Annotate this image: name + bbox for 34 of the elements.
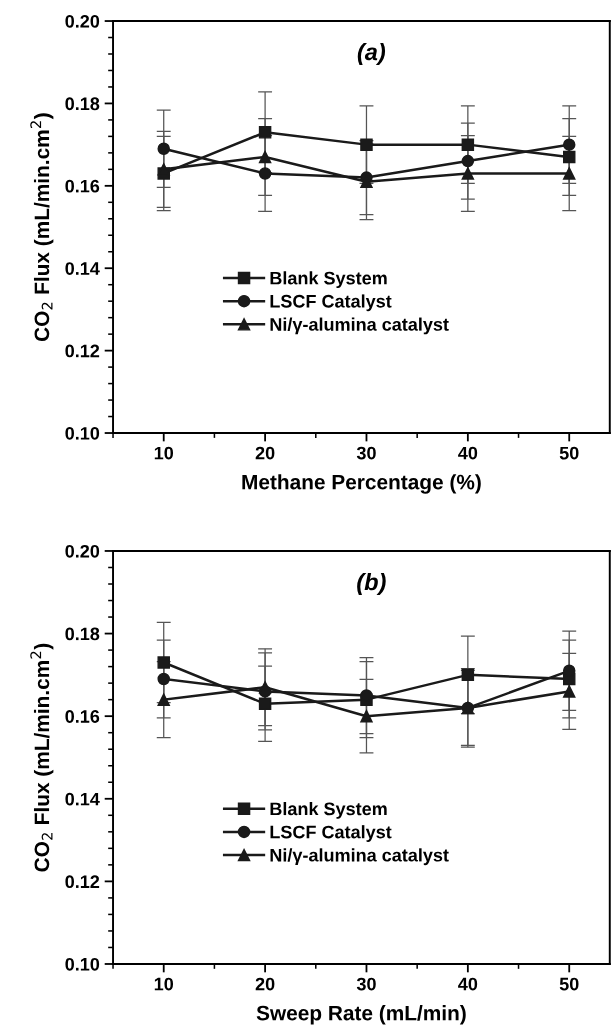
text: (b) xyxy=(357,573,386,596)
y-tick-label: 0.12 xyxy=(65,344,100,358)
x-tick-label: 50 xyxy=(559,977,579,991)
y-tick-label: 0.20 xyxy=(65,14,100,28)
x-tick-label: 20 xyxy=(255,446,275,460)
y-tick-label: 0.10 xyxy=(65,957,100,971)
y-tick-label: 0.20 xyxy=(65,544,100,558)
x-tick-label: 50 xyxy=(559,446,579,460)
x-tick-label: 30 xyxy=(356,977,376,991)
legend-label: Ni/γ-alumina catalyst xyxy=(270,317,449,335)
x-tick-label: 20 xyxy=(255,977,275,991)
legend-label: Blank System xyxy=(270,271,387,289)
legend-label: Blank System xyxy=(270,802,387,819)
legend-label: Ni/γ-alumina catalyst xyxy=(270,848,449,866)
y-tick-label: 0.18 xyxy=(65,627,100,641)
x-tick-label: 40 xyxy=(458,977,478,991)
y-axis-title: CO$_{2}$ Flux (mL/min.cm$^{2}$) xyxy=(30,643,54,872)
x-tick-label: 40 xyxy=(458,446,478,460)
y-tick-label: 0.16 xyxy=(65,710,100,723)
x-axis-title: Sweep Rate (mL/min) xyxy=(256,1005,466,1025)
x-tick-label: 10 xyxy=(154,977,174,991)
x-tick-label: 30 xyxy=(356,446,376,460)
x-axis-title: Methane Percentage (%) xyxy=(242,474,481,494)
y-tick-label: 0.18 xyxy=(65,97,100,111)
y-tick-label: 0.14 xyxy=(65,262,100,275)
text: (a) xyxy=(357,42,386,65)
y-tick-label: 0.16 xyxy=(65,179,100,193)
y-tick-label: 0.14 xyxy=(65,792,100,806)
legend-label: LSCF Catalyst xyxy=(270,294,392,312)
legend-label: LSCF Catalyst xyxy=(270,825,392,842)
y-axis-title: CO$_{2}$ Flux (mL/min.cm$^{2}$) xyxy=(30,113,54,342)
y-tick-label: 0.10 xyxy=(65,426,100,440)
x-tick-label: 10 xyxy=(154,446,174,460)
y-tick-label: 0.12 xyxy=(65,875,100,889)
